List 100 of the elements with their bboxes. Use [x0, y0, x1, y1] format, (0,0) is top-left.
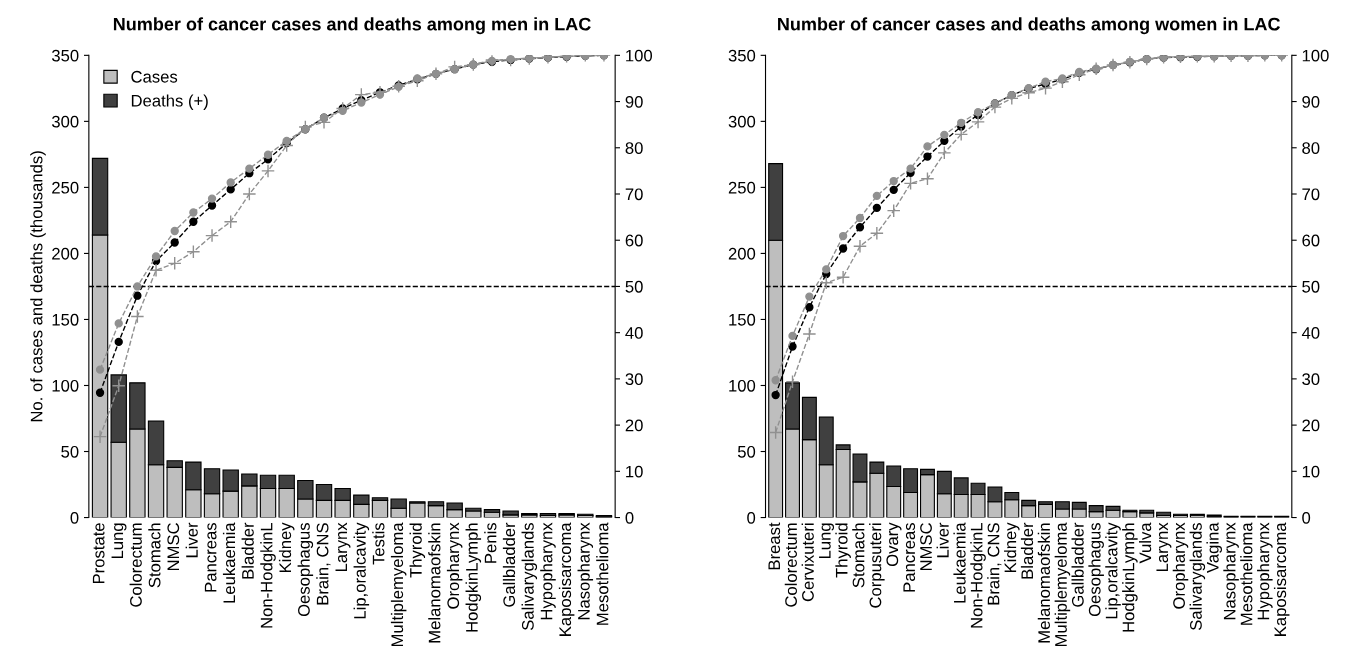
x-tick-label: Brain, CNS [987, 523, 1002, 605]
y-tick-label: 250 [52, 181, 79, 194]
x-tick-label: Pancreas [204, 523, 217, 592]
x-tick-label: Lip,oralcavity [353, 522, 370, 619]
x-tick-label: Lung [111, 523, 127, 559]
x-tick-label: Non-HodgkinL [970, 522, 986, 628]
x-tick-label: Salivaryglands [521, 523, 538, 631]
x-tick-label: Colorectum [784, 523, 797, 607]
y2-tick-label: 40 [1301, 327, 1320, 339]
y2-tick-label: 50 [1302, 280, 1320, 293]
x-tick-label: Larynx [1156, 522, 1172, 572]
y-tick-label: 350 [51, 49, 79, 62]
y-tick-label: 350 [728, 49, 756, 62]
x-tick-label: NMSC [920, 523, 932, 571]
x-tick-label: Stomach [852, 523, 865, 588]
x-tick-label: Stomach [148, 523, 161, 588]
x-tick-label: Penis [484, 523, 497, 563]
x-tick-label: Oesophagus [1088, 523, 1104, 617]
x-tick-label: Colorectum [129, 523, 142, 607]
y2-tick-label: 60 [625, 234, 643, 247]
y-tick-label: 200 [52, 247, 79, 260]
y2-tick-label: 0 [1302, 511, 1311, 524]
x-tick-label: Multiplemyeloma [1054, 522, 1071, 647]
x-tick-label: Bladder [1020, 522, 1034, 579]
y2-tick-label: 80 [1302, 142, 1320, 154]
x-tick-label: Cervixuteri [801, 523, 814, 602]
y2-tick-label: 70 [625, 188, 643, 201]
x-tick-label: Lip,oralcavity [1105, 522, 1121, 619]
x-tick-label: Mesothelioma [1240, 522, 1253, 625]
chart-title: Number of cancer cases and deaths among men in LAC [113, 17, 591, 35]
y-tick-label: 0 [747, 511, 756, 524]
y-tick-label: 300 [51, 115, 79, 128]
y-axis-title: No. of cases and deaths (thousands) [30, 151, 46, 422]
x-tick-label: Kaposisarcoma [558, 522, 575, 636]
x-tick-label: Multiplemyeloma [390, 522, 407, 647]
y2-tick-label: 70 [1302, 188, 1320, 201]
legend-label: Cases [131, 70, 178, 83]
y-tick-label: 100 [52, 379, 79, 392]
x-tick-label: Liver [936, 522, 949, 558]
y2-tick-label: 80 [625, 142, 643, 154]
x-tick-label: Breast [768, 522, 781, 570]
y-tick-label: 250 [728, 181, 756, 194]
y2-tick-label: 0 [625, 511, 634, 524]
x-tick-label: Oropharynx [1172, 522, 1189, 609]
x-tick-label: HodgkinLymph [1122, 523, 1138, 632]
x-tick-label: Nasopharynx [577, 522, 594, 620]
x-tick-label: Brain, CNS [316, 523, 331, 605]
y-tick-label: 300 [728, 115, 756, 128]
x-tick-label: Leukaemia [953, 522, 966, 603]
y2-tick-label: 90 [1302, 95, 1320, 108]
y2-tick-label: 20 [1302, 419, 1320, 432]
x-tick-label: Thyroid [835, 523, 851, 578]
x-tick-label: Pancreas [903, 523, 916, 592]
x-tick-label: Larynx [335, 522, 351, 572]
y-tick-label: 150 [729, 313, 756, 326]
x-tick-label: Salivaryglands [1189, 523, 1206, 631]
x-tick-label: Bladder [241, 522, 254, 579]
x-tick-label: Thyroid [409, 523, 426, 578]
x-tick-label: NMSC [167, 523, 180, 571]
y-tick-label: 100 [729, 379, 756, 392]
x-tick-label: Oropharynx [446, 522, 463, 609]
x-tick-label: Lung [819, 523, 835, 559]
x-tick-label: Oesophagus [297, 523, 314, 617]
x-tick-label: Melanomaofskin [1037, 523, 1051, 643]
x-tick-label: Vulva [1138, 522, 1152, 564]
y2-tick-label: 30 [1302, 373, 1320, 386]
x-tick-label: Gallbladder [1071, 522, 1084, 607]
x-tick-label: Corpusuteri [869, 523, 885, 608]
x-tick-label: Nasopharynx [1223, 522, 1239, 620]
y-tick-label: 0 [70, 511, 79, 524]
x-tick-label: Vagina [1206, 522, 1222, 573]
chart-title: Number of cancer cases and deaths among women in LAC [778, 17, 1281, 35]
y2-tick-label: 40 [625, 327, 643, 339]
y-tick-label: 150 [52, 313, 79, 326]
x-tick-label: Testis [372, 523, 385, 565]
y2-tick-label: 50 [625, 280, 643, 293]
legend-label: Deaths (+) [131, 94, 208, 110]
y2-tick-label: 100 [1302, 49, 1329, 62]
x-tick-label: Gallbladder [502, 522, 516, 607]
x-tick-label: Kaposisarcoma [1273, 522, 1290, 636]
x-tick-label: Ovary [886, 522, 902, 567]
x-tick-label: Liver [185, 522, 198, 558]
x-tick-label: Kidney [1004, 522, 1020, 572]
y2-tick-label: 20 [625, 419, 643, 432]
y2-tick-label: 10 [626, 465, 643, 478]
y2-tick-label: 10 [1302, 465, 1320, 478]
x-tick-label: Mesothelioma [596, 522, 609, 625]
y2-tick-label: 60 [1302, 234, 1320, 247]
x-tick-label: Leukaemia [222, 522, 236, 603]
y2-tick-label: 100 [626, 49, 653, 62]
x-tick-label: Melanomaofskin [428, 523, 441, 643]
y-tick-label: 50 [737, 445, 756, 458]
y-tick-label: 50 [61, 445, 79, 458]
y2-tick-label: 90 [625, 95, 643, 108]
y2-tick-label: 30 [625, 373, 643, 386]
x-tick-label: Prostate [92, 523, 105, 584]
x-tick-label: Hypopharynx [540, 522, 556, 620]
y-tick-label: 200 [728, 247, 756, 260]
x-tick-label: HodgkinLymph [465, 523, 482, 632]
x-tick-label: Non-HodgkinL [260, 522, 276, 628]
